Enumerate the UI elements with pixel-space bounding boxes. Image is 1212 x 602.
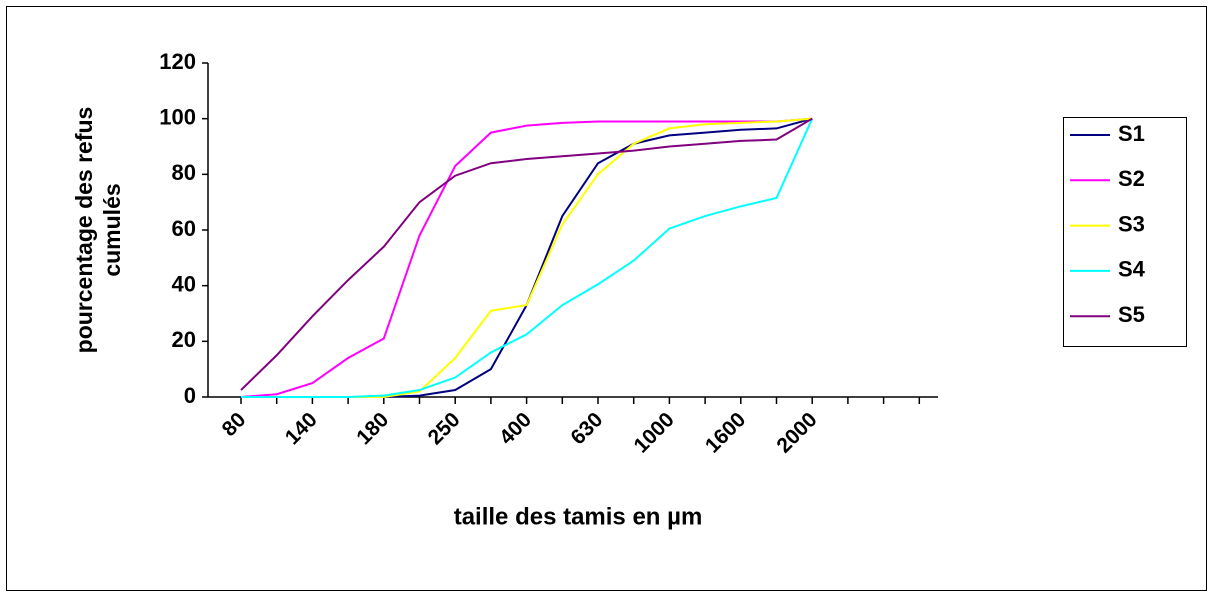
y-tick-label: 80 [172,160,196,185]
y-tick-label: 120 [159,49,196,74]
y-tick-label: 20 [172,327,196,352]
y-tick-label: 0 [184,383,196,408]
series-line [241,118,814,398]
y-tick-label: 40 [172,271,196,296]
legend-label: S1 [1118,121,1145,146]
y-axis-label: pourcentage des refus cumulés [71,107,125,354]
y-axis-label-line: cumulés [99,183,125,276]
legend-label: S2 [1118,166,1145,191]
legend-label: S5 [1118,302,1145,327]
chart-frame [6,6,1207,591]
legend-label: S3 [1118,211,1145,236]
legend-box [1063,117,1187,347]
y-axis-label-line: pourcentage des refus [71,107,97,354]
series-line [240,117,813,391]
legend-label: S4 [1118,257,1146,282]
y-tick-label: 100 [159,104,196,129]
x-axis-label: taille des tamis en µm [454,503,703,530]
series-line [240,117,813,398]
y-tick-label: 60 [172,216,196,241]
